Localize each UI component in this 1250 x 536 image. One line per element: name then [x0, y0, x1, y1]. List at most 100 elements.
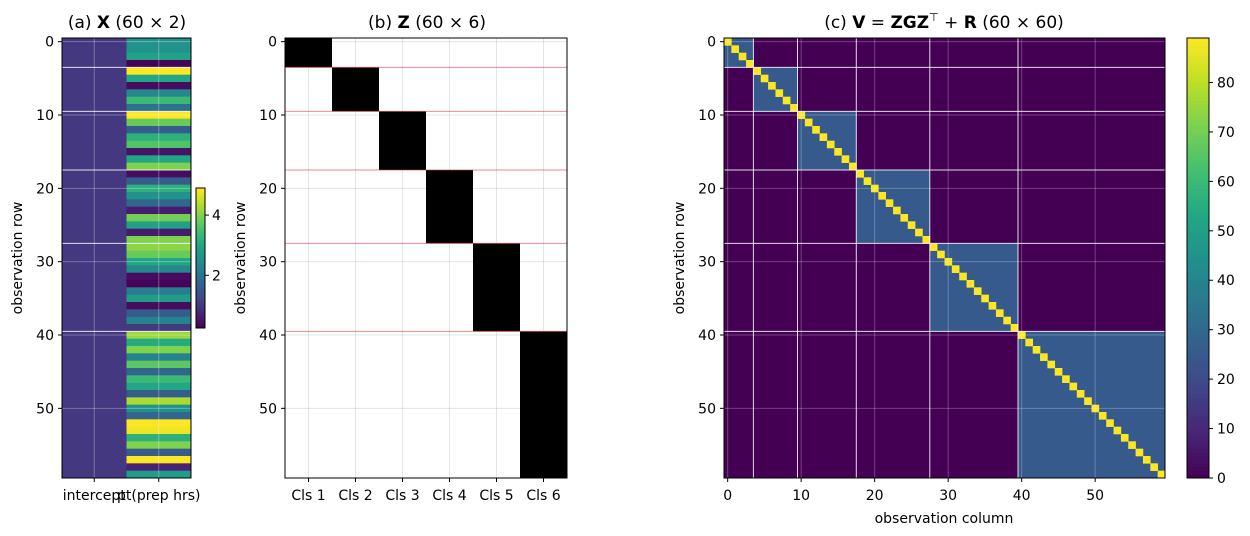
- panel-a-colorbar-swatch: [196, 288, 205, 292]
- panel-c-ytick-label: 50: [698, 401, 716, 417]
- panel-c-group-boundaries: [724, 38, 1165, 478]
- panel-a-cell: [126, 192, 192, 200]
- panel-a-colorbar-swatch: [196, 300, 205, 303]
- panel-c-colorbar-swatch: [1187, 93, 1209, 98]
- panel-c-colorbar-swatch: [1187, 459, 1209, 464]
- panel-a-cell: [126, 228, 192, 237]
- panel-c-colorbar-swatch: [1187, 107, 1209, 112]
- panel-b-y-ticks: 0 10 20 30 40 50: [259, 35, 285, 417]
- panel-c-diagonal-cell: [731, 45, 739, 53]
- panel-b-membership-block: [379, 111, 426, 170]
- panel-c-colorbar-swatch: [1187, 63, 1209, 68]
- panel-c-colorbar-swatch: [1187, 294, 1209, 299]
- panel-a-cell: [62, 280, 127, 288]
- panel-a-colorbar-swatch: [196, 202, 205, 205]
- panel-c-diagonal-cell: [834, 148, 842, 156]
- panel-a-cell: [126, 177, 192, 186]
- panel-c-colorbar-swatch: [1187, 287, 1209, 292]
- panel-c-diagonal-cell: [804, 118, 813, 127]
- panel-a-colorbar-swatch: [196, 246, 205, 250]
- panel-a-cell: [126, 60, 192, 68]
- panel-a-cell: [62, 199, 127, 208]
- panel-a-cell: [126, 426, 192, 435]
- panel-a-colorbar-swatch: [196, 248, 205, 252]
- panel-a-colorbar-swatch: [196, 230, 205, 233]
- panel-c-colorbar-swatch: [1187, 393, 1209, 398]
- panel-c-colorbar-label: 40: [1217, 273, 1235, 289]
- panel-c-colorbar-swatch: [1187, 41, 1209, 46]
- panel-c-diagonal-cell: [1047, 360, 1056, 369]
- panel-c-colorbar-swatch: [1187, 408, 1209, 413]
- panel-b-xtick-label: Cls 3: [385, 488, 419, 504]
- panel-c-diagonal-cell: [1135, 448, 1144, 457]
- panel-c-diagonal-cell: [819, 133, 828, 141]
- panel-a-cell: [62, 243, 127, 252]
- panel-a-cell: [126, 448, 192, 457]
- panel-a-colorbar-swatch: [196, 272, 205, 275]
- panel-a: (a) X (60 × 2) 0 10 20 30 40 50 interceptpt(p…: [10, 13, 221, 504]
- panel-c-colorbar-swatch: [1187, 283, 1209, 288]
- panel-a-cell: [126, 302, 192, 310]
- panel-a-colorbar-swatch: [196, 318, 205, 322]
- panel-c-x-ticks: 0 10 20 30 40 50: [723, 478, 1104, 504]
- panel-c-diagonal-cell: [1076, 390, 1085, 398]
- panel-c-colorbar-swatch: [1187, 379, 1209, 384]
- panel-c-colorbar-swatch: [1187, 254, 1209, 259]
- panel-a-cell: [126, 250, 192, 259]
- panel-c-diagonal-cell: [768, 82, 776, 90]
- panel-c-colorbar-swatch: [1187, 144, 1209, 149]
- panel-b-xtick-label: Cls 4: [432, 488, 466, 504]
- panel-b-frame: [284, 37, 568, 479]
- panel-b-membership-block: [520, 331, 567, 478]
- panel-c-colorbar-swatch: [1187, 375, 1209, 380]
- panel-c-y-ticks: 0 10 20 30 40 50: [698, 35, 724, 417]
- panel-a-cell: [126, 338, 192, 347]
- panel-c-diagonal-cell: [760, 74, 769, 83]
- panel-a-cell: [126, 170, 192, 178]
- panel-c-xtick-label: 40: [1013, 488, 1031, 504]
- panel-c-colorbar-swatch: [1187, 269, 1209, 274]
- panel-a-colorbar-swatch: [196, 297, 205, 301]
- panel-c-colorbar-swatch: [1187, 85, 1209, 90]
- panel-b-heatmap: [285, 38, 567, 478]
- panel-c-diagonal-cell: [724, 38, 732, 46]
- panel-c-colorbar-swatch: [1187, 346, 1209, 351]
- panel-a-cell: [126, 456, 192, 464]
- panel-a-colorbar-swatch: [196, 258, 205, 261]
- panel-b-xtick-label: Cls 5: [479, 488, 513, 504]
- panel-a-colorbar-swatch: [196, 267, 205, 271]
- panel-a-colorbar-swatch: [196, 195, 205, 198]
- panel-a-cell: [62, 148, 127, 156]
- panel-a-cell: [126, 89, 192, 98]
- panel-c-colorbar-swatch: [1187, 320, 1209, 325]
- panel-a-cell: [62, 206, 127, 215]
- panel-c-colorbar-swatch: [1187, 298, 1209, 303]
- panel-a-colorbar-swatch: [196, 302, 205, 306]
- panel-a-cell: [126, 272, 192, 281]
- panel-c-diagonal-cell: [937, 250, 945, 259]
- panel-c-colorbar-swatch: [1187, 437, 1209, 442]
- panel-a-cell: [62, 228, 127, 237]
- panel-a-colorbar-swatch: [196, 218, 205, 222]
- panel-a-cell: [126, 441, 192, 450]
- panel-a-cell: [62, 162, 127, 171]
- panel-b-membership-block: [473, 243, 520, 332]
- panel-c-colorbar-label: 50: [1217, 224, 1235, 240]
- panel-a-cell: [126, 360, 192, 369]
- panel-c-colorbar-swatch: [1187, 199, 1209, 204]
- panel-c-colorbar-frame: [1186, 37, 1210, 479]
- panel-c-colorbar-swatch: [1187, 155, 1209, 160]
- panel-a-cell: [126, 368, 192, 376]
- panel-a-cell: [62, 368, 127, 376]
- panel-a-frame: [61, 37, 192, 479]
- panel-c-colorbar-swatch: [1187, 360, 1209, 365]
- panel-c-colorbar-swatch: [1187, 166, 1209, 171]
- panel-a-colorbar-swatch: [196, 283, 205, 287]
- panel-a-colorbar-swatch: [196, 223, 205, 226]
- panel-a-colorbar-swatch: [196, 274, 205, 278]
- panel-a-colorbar-swatch: [196, 290, 205, 294]
- panel-b-ytick-label: 20: [259, 181, 277, 197]
- panel-a-cell: [126, 243, 192, 252]
- panel-a-cell: [126, 382, 192, 391]
- panel-c-colorbar-swatch: [1187, 430, 1209, 435]
